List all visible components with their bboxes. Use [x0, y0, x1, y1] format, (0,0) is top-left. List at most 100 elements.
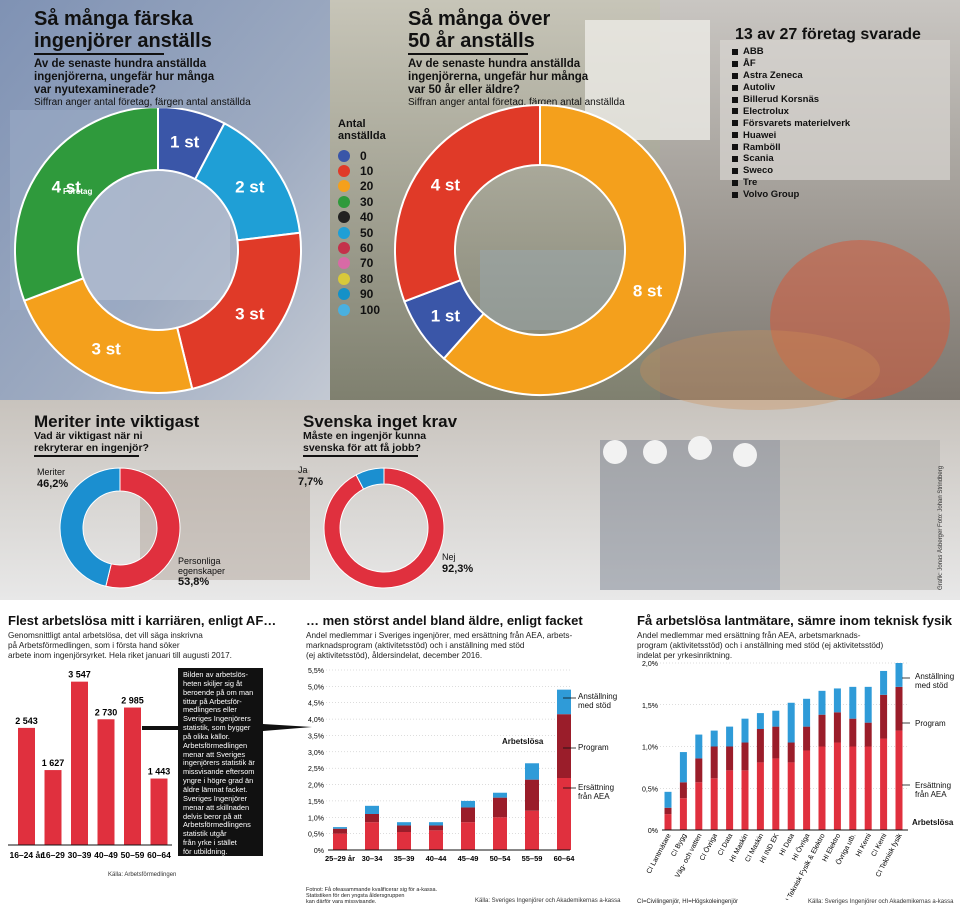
company-name: Tre: [743, 177, 758, 189]
donut-slice-label: 1 st: [431, 306, 461, 325]
note-line: på olika källor.: [183, 731, 230, 741]
legend-label: 100: [360, 302, 381, 317]
donut-slice-label: 3 st: [92, 340, 122, 359]
note-line: Bilden av arbetslös-: [183, 670, 248, 679]
legend-swatch: [338, 272, 350, 285]
bar-segment: [895, 686, 903, 731]
legend-swatch: [338, 226, 350, 239]
bar-segment: [849, 718, 857, 747]
bar-segment: [710, 778, 718, 830]
question-nyutexaminerade: Av de senaste hundra anställda ingenjöre…: [34, 58, 215, 96]
bar-segment: [664, 791, 672, 808]
bar-value-label: 1 627: [42, 758, 65, 768]
x-tick-label: 40–44: [426, 854, 448, 863]
question-meriter: Vad är viktigast när ni rekryterar en in…: [34, 430, 149, 454]
companies-title: 13 av 27 företag svarade: [735, 26, 921, 43]
bar-segment: [679, 782, 687, 799]
legend-swatch: [338, 303, 350, 316]
x-tick-label: 35–39: [394, 854, 415, 863]
bar-value-label: 3 547: [68, 670, 91, 680]
legend-title-line1: Antal: [338, 118, 366, 130]
legend-label: 80: [360, 271, 374, 286]
bar-segment: [864, 722, 872, 747]
x-tick-label: 40–49: [94, 850, 118, 860]
x-tick-label: 50–54: [490, 854, 512, 863]
donut-slice: [323, 467, 445, 589]
legend-swatch: [338, 195, 350, 208]
legend-label: 0: [360, 148, 367, 163]
bar-segment: [833, 712, 841, 743]
legend-item: 10: [338, 163, 386, 178]
company-item: Huawei: [732, 129, 850, 141]
note-line: Sveriges Ingenjörers: [183, 714, 251, 724]
footnote-andel-yrke: CI=Civilingenjör, HI=Högskoleingenjör: [637, 899, 739, 905]
bar-segment: [818, 690, 826, 715]
donut-slice: [394, 103, 541, 303]
title-nyutexaminerade: Så många färska ingenjörer anställs: [34, 8, 212, 52]
bullet-square-icon: [732, 155, 738, 162]
note-line: heten skiljer sig åt: [183, 678, 243, 688]
legend-swatch: [338, 288, 350, 301]
y-tick-label: 0%: [314, 848, 324, 855]
title-over50: Så många över 50 år anställs: [408, 8, 551, 52]
legend-label: 90: [360, 287, 374, 302]
company-item: Astra Zeneca: [732, 70, 850, 82]
note-line: ingenjörers statistik är: [183, 758, 255, 768]
donut-slice: [23, 277, 194, 394]
bar-segment: [756, 713, 764, 730]
company-item: Billerud Korsnäs: [732, 94, 850, 106]
donut-chart-svenska: [323, 467, 445, 589]
bar-segment: [772, 726, 780, 759]
bar-segment: [679, 798, 687, 830]
bar-segment: [880, 738, 888, 830]
company-name: Astra Zeneca: [743, 70, 803, 82]
donut-slice-label: 4 st: [52, 178, 82, 197]
bar-segment: [557, 778, 571, 850]
x-tick-label: 55–59: [522, 854, 543, 863]
bar-chart-arbetslosa-af: 2 543 16–24 år 1 627 16–29 3 547 30–39 2 730 40…: [8, 670, 172, 860]
note-box: Bilden av arbetslös-heten skiljer sig åt…: [178, 668, 263, 856]
bullet-square-icon: [732, 72, 738, 79]
legend-swatch: [338, 211, 350, 224]
source-andel-yrke: Källa: Sveriges Ingenjörer och Akademike…: [808, 899, 954, 905]
legend-item: 30: [338, 194, 386, 209]
subtitle-andel-alder: Andel medlemmar i Sveriges ingenjörer, m…: [306, 631, 573, 660]
note-line: medlingens eller: [183, 705, 237, 715]
bar-segment: [365, 805, 379, 814]
company-name: Billerud Korsnäs: [743, 94, 820, 105]
note-line: Sveriges Ingenjörer: [183, 793, 248, 803]
bullet-square-icon: [732, 167, 738, 174]
foretag-label: Företag: [63, 187, 93, 196]
bullet-square-icon: [732, 108, 738, 115]
bar-segment: [895, 663, 903, 687]
bar: [18, 727, 35, 845]
legend-item: 40: [338, 210, 386, 225]
bullet-square-icon: [732, 132, 738, 139]
bar-segment: [864, 746, 872, 830]
note-line: statistik utgår: [183, 829, 227, 839]
bar-segment: [429, 830, 443, 850]
bar-segment: [365, 822, 379, 850]
annotation-arbetslosa: Arbetslösa: [502, 737, 544, 746]
legend-item: 20: [338, 179, 386, 194]
annotation-ersattning-aea: Ersättning från AEA: [578, 783, 615, 801]
bar-segment: [695, 758, 703, 783]
donut-slice-label: 8 st: [633, 282, 663, 301]
bar-segment: [461, 822, 475, 850]
bar-segment: [880, 670, 888, 695]
annotation-anstallning-med-stod: Anställning med stöd: [578, 692, 618, 710]
legend-label: 10: [360, 164, 374, 179]
bar-segment: [818, 746, 826, 830]
y-tick-label: 1,5%: [642, 703, 658, 710]
y-tick-label: 0,5%: [308, 832, 324, 839]
bar-segment: [461, 807, 475, 823]
subtitle-nyutexaminerade: Siffran anger antal företag, färgen anta…: [34, 97, 251, 108]
legend-label: 70: [360, 256, 374, 271]
bullet-square-icon: [732, 120, 738, 127]
x-tick-label: 30–39: [68, 850, 92, 860]
bar-segment: [397, 822, 411, 826]
x-tick-label: 60–64: [554, 854, 576, 863]
x-tick-label: 16–29: [41, 850, 65, 860]
company-item: Ramböll: [732, 141, 850, 153]
bullet-square-icon: [732, 191, 738, 198]
